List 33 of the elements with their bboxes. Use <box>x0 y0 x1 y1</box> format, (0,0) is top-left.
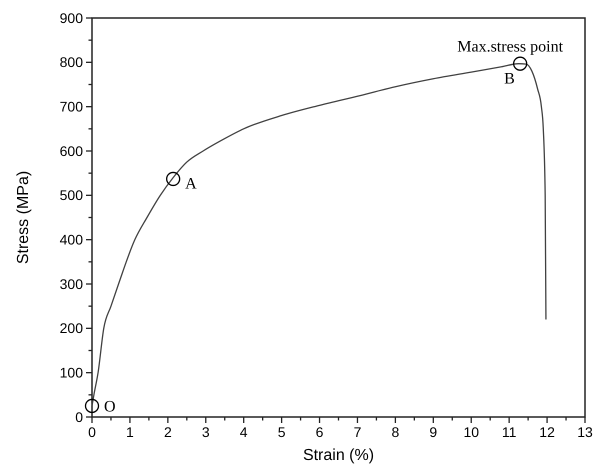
point <box>166 172 180 186</box>
x-tick-label: 1 <box>126 424 134 440</box>
annotation: Max.stress point <box>457 38 564 56</box>
x-tick-label: 2 <box>164 424 172 440</box>
x-tick-label: 5 <box>278 424 286 440</box>
x-tick-label: 7 <box>354 424 362 440</box>
x-tick-label: 12 <box>539 424 556 440</box>
y-tick-label: 200 <box>60 320 84 336</box>
x-tick-label: 6 <box>316 424 324 440</box>
point <box>513 56 528 71</box>
y-tick-label: 900 <box>60 10 84 26</box>
annotation: B <box>504 70 515 88</box>
y-tick-label: 700 <box>60 98 84 115</box>
y-tick-label: 100 <box>60 364 84 381</box>
y-tick-label: 0 <box>75 408 84 425</box>
y-tick-label: 300 <box>60 276 84 292</box>
x-tick-label: 9 <box>429 424 438 440</box>
x-tick-label: 4 <box>240 424 248 440</box>
x-tick-label: 11 <box>502 424 517 440</box>
x-tick-label: 10 <box>463 424 480 440</box>
x-axis-title: Strain (%) <box>302 447 374 464</box>
y-tick-label: 600 <box>60 142 84 159</box>
x-tick-label: 0 <box>88 424 96 440</box>
y-tick-label: 500 <box>60 187 84 204</box>
x-tick-label: 8 <box>391 424 400 440</box>
x-tick-label: 3 <box>202 424 210 440</box>
annotation: O <box>104 398 116 416</box>
y-axis-title: Stress (MPa) <box>15 170 32 264</box>
x-tick-label: 13 <box>577 424 593 440</box>
point <box>84 398 100 414</box>
y-tick-label: 800 <box>60 54 84 70</box>
y-tick-label: 400 <box>60 232 84 248</box>
annotation: A <box>185 176 198 193</box>
